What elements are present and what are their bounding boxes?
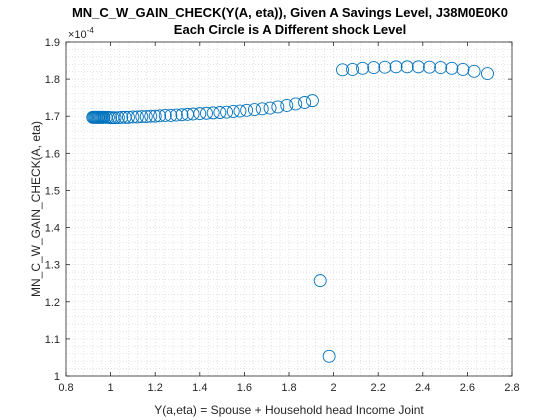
data-point — [139, 110, 153, 124]
data-point — [356, 61, 370, 75]
data-point — [233, 104, 247, 118]
data-point — [305, 94, 319, 108]
data-point — [186, 107, 200, 121]
y-tick-label: 1.6 — [45, 148, 60, 160]
y-tick-label: 1.4 — [45, 223, 60, 235]
y-tick-label: 1.2 — [45, 297, 60, 309]
x-tick-label: 2.2 — [371, 382, 386, 394]
x-tick-label: 2.4 — [415, 382, 430, 394]
y-exponent-power: -4 — [87, 26, 95, 35]
y-tick-label: 1.3 — [45, 260, 60, 272]
data-point — [255, 102, 269, 116]
data-point — [289, 97, 303, 111]
x-tick-label: 0.8 — [58, 382, 73, 394]
y-axis-label: MN_C_W_GAIN_CHECK(A, eta) — [29, 121, 43, 297]
y-tick-label: 1.8 — [45, 74, 60, 86]
chart-subtitle: Each Circle is A Different shock Level — [174, 22, 406, 37]
data-point — [280, 99, 294, 112]
x-tick-label: 1.2 — [148, 382, 163, 394]
data-point — [400, 60, 414, 74]
y-tick-label: 1.9 — [45, 37, 60, 49]
data-point — [336, 63, 349, 77]
x-tick-label: 2.6 — [460, 382, 475, 394]
y-tick-label: 1.1 — [45, 334, 60, 346]
data-point — [193, 107, 207, 121]
y-tick-label: 1 — [54, 371, 60, 383]
minor-grid — [66, 42, 512, 376]
data-point — [153, 109, 167, 123]
data-point — [115, 110, 129, 124]
x-tick-label: 2.8 — [504, 382, 519, 394]
y-tick-label: 1.7 — [45, 111, 60, 123]
y-axis-exponent: ×10-4 — [68, 26, 94, 41]
y-tick-label: 1.5 — [45, 185, 60, 197]
data-point — [481, 67, 494, 80]
x-axis-label: Y(a,eta) = Spouse + Household head Incom… — [154, 403, 424, 417]
data-point — [247, 103, 261, 116]
data-point — [298, 96, 312, 109]
data-point — [108, 111, 122, 125]
data-point — [434, 61, 448, 75]
data-point — [158, 109, 172, 122]
data-point — [226, 104, 240, 118]
data-point — [411, 60, 425, 74]
data-point — [389, 60, 403, 74]
data-point — [378, 60, 392, 74]
data-point — [175, 108, 189, 122]
data-point — [423, 60, 436, 74]
data-point — [467, 64, 481, 78]
data-point — [263, 101, 277, 115]
data-point — [164, 109, 178, 122]
data-point — [213, 106, 227, 119]
data-point — [148, 109, 162, 123]
data-point — [121, 110, 135, 124]
data-point — [240, 103, 254, 117]
x-tick-label: 1.4 — [192, 382, 207, 394]
data-point — [313, 274, 327, 288]
data-points — [86, 60, 494, 363]
data-point — [200, 106, 213, 120]
data-point — [126, 110, 140, 124]
y-tick-labels: 1 1.1 1.2 1.3 1.4 1.5 1.6 1.7 1.8 1.9 — [45, 37, 60, 383]
data-point — [456, 63, 470, 76]
data-point — [367, 61, 381, 75]
x-tick-label: 2 — [331, 382, 337, 394]
data-point — [271, 100, 285, 114]
x-tick-label: 1.6 — [237, 382, 252, 394]
data-point — [220, 105, 234, 119]
x-tick-label: 1 — [108, 382, 114, 394]
data-point — [169, 108, 183, 122]
data-point — [322, 349, 336, 363]
axes: 0.8 1 1.2 1.4 1.6 1.8 2 2.2 2.4 2.6 2.8 11.11.21.3… — [45, 37, 520, 394]
y-exponent-base: ×10 — [68, 29, 87, 41]
data-point — [135, 110, 149, 124]
data-point — [346, 63, 360, 76]
data-point — [130, 110, 144, 124]
chart-title: MN_C_W_GAIN_CHECK(Y(A, eta)), Given A Sa… — [72, 5, 508, 20]
data-point — [206, 106, 220, 120]
ticks — [65, 41, 513, 377]
data-point — [144, 109, 158, 123]
x-tick-labels: 0.8 1 1.2 1.4 1.6 1.8 2 2.2 2.4 2.6 2.8 — [58, 382, 519, 394]
data-point — [445, 61, 459, 75]
data-point — [111, 111, 125, 125]
x-tick-label: 1.8 — [281, 382, 296, 394]
plot-area — [66, 42, 512, 376]
